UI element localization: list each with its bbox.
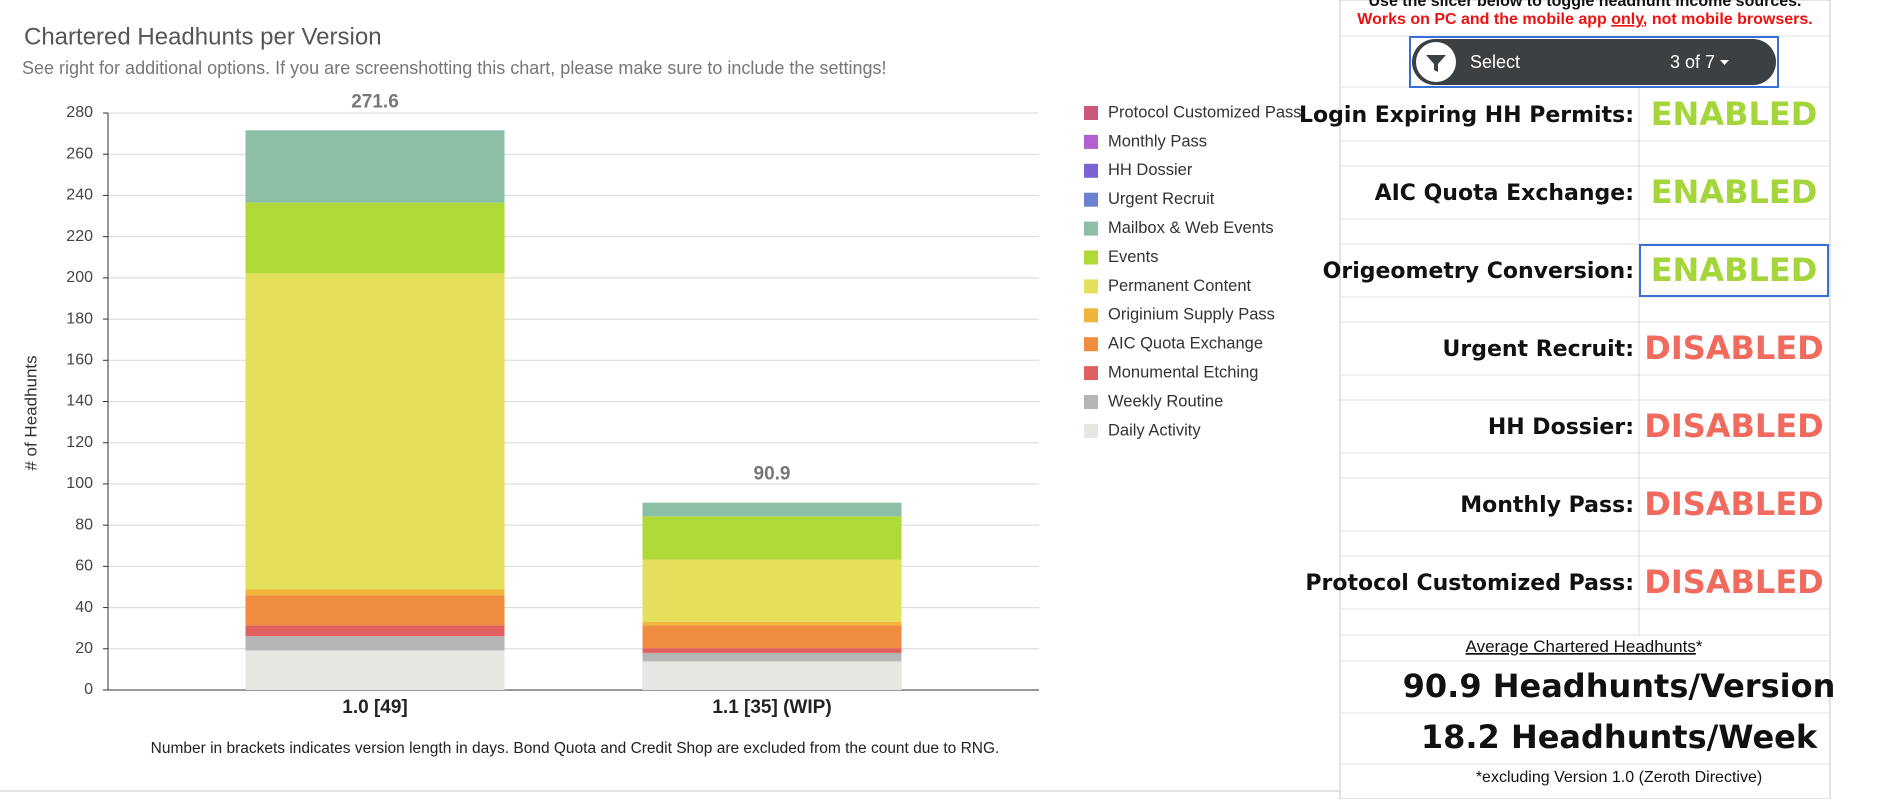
x-tick-label: 1.1 [35] (WIP) <box>712 697 831 718</box>
bar-segment <box>642 621 902 626</box>
legend-swatch <box>1084 279 1098 294</box>
bar-segment <box>642 648 902 653</box>
setting-status: DISABLED <box>1644 329 1823 367</box>
average-note: *excluding Version 1.0 (Zeroth Directive… <box>1476 769 1762 786</box>
legend-label: Daily Activity <box>1108 421 1201 439</box>
bar-segment <box>642 661 902 690</box>
setting-status: DISABLED <box>1644 485 1823 523</box>
bar-segment <box>642 559 902 622</box>
average-heading-text: Average Chartered Headhunts <box>1466 637 1696 656</box>
y-tick-label: 60 <box>75 558 93 575</box>
bar-segment <box>642 516 902 560</box>
total-label: 271.6 <box>351 91 399 112</box>
y-tick-label: 100 <box>66 475 93 492</box>
legend-label: Events <box>1108 248 1158 266</box>
per-version: 90.9 Headhunts/Version <box>1403 667 1836 705</box>
y-tick-label: 240 <box>66 187 93 204</box>
warning-end: , not mobile browsers. <box>1643 11 1813 28</box>
bar-segment <box>245 273 505 590</box>
legend-label: Permanent Content <box>1108 277 1252 295</box>
setting-label: Origeometry Conversion: <box>1323 259 1634 284</box>
legend-label: Monumental Etching <box>1108 363 1258 381</box>
total-label: 90.9 <box>754 464 791 485</box>
bar-segment <box>642 625 902 649</box>
setting-status: DISABLED <box>1644 407 1823 445</box>
per-week: 18.2 Headhunts/Week <box>1421 718 1818 756</box>
y-tick-label: 80 <box>75 516 93 533</box>
setting-label: Urgent Recruit: <box>1443 337 1635 362</box>
y-tick-label: 280 <box>66 104 93 121</box>
bar-segment <box>642 502 902 517</box>
slicer[interactable]: Select 3 of 7 <box>1409 36 1779 88</box>
bar-segment <box>245 589 505 596</box>
filter-icon <box>1426 55 1446 72</box>
slicer-body[interactable] <box>1412 39 1776 85</box>
legend-label: Protocol Customized Pass <box>1108 103 1302 121</box>
setting-label: Monthly Pass: <box>1460 493 1634 518</box>
y-tick-label: 220 <box>66 228 93 245</box>
selected-cell <box>1639 244 1829 297</box>
legend-swatch <box>1084 366 1098 381</box>
legend-swatch <box>1084 250 1098 265</box>
setting-label: Protocol Customized Pass: <box>1305 571 1634 596</box>
legend-swatch <box>1084 423 1098 438</box>
legend-label: AIC Quota Exchange <box>1108 335 1263 353</box>
setting-label: HH Dossier: <box>1488 415 1634 440</box>
legend-label: HH Dossier <box>1108 161 1193 179</box>
legend-swatch <box>1084 221 1098 236</box>
chart-subtitle: See right for additional options. If you… <box>22 58 887 78</box>
bar-segment <box>245 625 505 637</box>
slicer-focus <box>1409 36 1779 88</box>
average-heading: Average Chartered Headhunts* <box>1466 637 1703 656</box>
legend-label: Originium Supply Pass <box>1108 306 1275 324</box>
y-tick-label: 120 <box>66 434 93 451</box>
y-tick-label: 160 <box>66 352 93 369</box>
instruction: Use the slicer below to toggle headhunt … <box>1369 0 1802 10</box>
legend-swatch <box>1084 163 1098 178</box>
y-tick-label: 40 <box>75 599 93 616</box>
legend-swatch <box>1084 308 1098 323</box>
dropdown-arrow <box>1720 60 1729 65</box>
y-tick-label: 20 <box>75 640 93 657</box>
chart-title: Chartered Headhunts per Version <box>24 23 382 50</box>
y-tick-label: 200 <box>66 269 93 286</box>
slicer-label: Select <box>1470 52 1520 72</box>
setting-status: ENABLED <box>1651 173 1818 211</box>
bar-segment <box>245 650 505 690</box>
legend-swatch <box>1084 337 1098 352</box>
y-tick-label: 140 <box>66 393 93 410</box>
legend-label: Mailbox & Web Events <box>1108 219 1274 237</box>
x-tick-label: 1.0 [49] <box>342 697 407 718</box>
warning-emphasis: only <box>1611 11 1644 28</box>
average-mark: * <box>1696 637 1703 656</box>
bar-segment <box>642 652 902 662</box>
y-tick-label: 260 <box>66 145 93 162</box>
legend-swatch <box>1084 106 1098 120</box>
bar-segment <box>245 130 505 203</box>
legend-swatch <box>1084 192 1098 207</box>
setting-label: Login Expiring HH Permits: <box>1299 103 1634 128</box>
setting-status: ENABLED <box>1651 251 1818 289</box>
legend-label: Monthly Pass <box>1108 132 1207 150</box>
legend-label: Urgent Recruit <box>1108 190 1215 208</box>
y-tick-label: 0 <box>84 681 93 698</box>
chart-footnote: Number in brackets indicates version len… <box>151 740 1000 757</box>
y-tick-label: 180 <box>66 310 93 327</box>
setting-status: DISABLED <box>1644 563 1823 601</box>
slicer-count: 3 of 7 <box>1670 52 1715 72</box>
setting-label: AIC Quota Exchange: <box>1375 181 1634 206</box>
legend-label: Weekly Routine <box>1108 392 1223 410</box>
bar-segment <box>245 636 505 651</box>
legend-swatch <box>1084 395 1098 409</box>
y-axis-label: # of Headhunts <box>21 355 40 470</box>
warning: Works on PC and the mobile app only, not… <box>1357 11 1812 28</box>
legend-swatch <box>1084 134 1098 149</box>
warning-start: Works on PC and the mobile app <box>1357 11 1611 28</box>
setting-status: ENABLED <box>1651 95 1818 133</box>
bar-segment <box>245 595 505 626</box>
bar-segment <box>245 202 505 274</box>
